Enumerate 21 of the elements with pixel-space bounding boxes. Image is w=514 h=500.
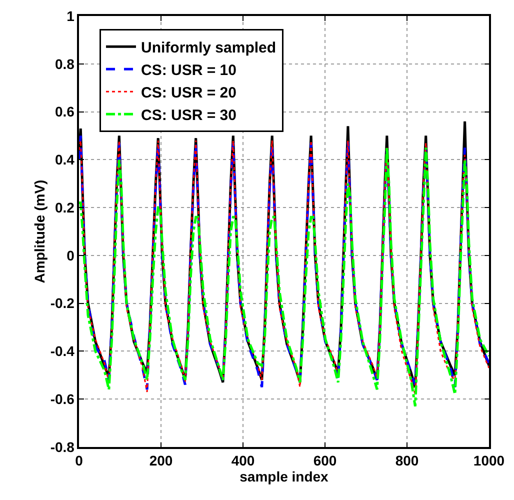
y-tick-label: -0.6 <box>50 391 75 408</box>
y-tick-label: 0.6 <box>54 104 75 120</box>
x-tick-label: 400 <box>231 452 255 469</box>
y-tick-label: 0.2 <box>54 199 75 216</box>
x-tick-label: 800 <box>395 452 419 469</box>
x-axis-title: sample index <box>240 468 329 485</box>
y-tick-label: 0 <box>66 247 75 264</box>
legend-label: CS: USR = 10 <box>141 62 236 80</box>
y-axis-title: Amplitude (mV) <box>31 180 48 284</box>
y-tick-label: 1 <box>66 8 75 24</box>
y-tick-label: 0.8 <box>54 56 75 72</box>
y-tick-label: -0.4 <box>50 343 75 360</box>
x-tick-label: 200 <box>149 452 173 469</box>
x-tick-label: 1000 <box>473 452 505 469</box>
y-tick-label: -0.2 <box>50 295 75 312</box>
y-tick-label: -0.8 <box>50 438 75 455</box>
y-tick-label: 0.4 <box>54 152 75 168</box>
legend-label: CS: USR = 20 <box>141 84 236 102</box>
legend-label: CS: USR = 30 <box>141 107 236 124</box>
x-tick-label: 600 <box>313 452 337 469</box>
legend-label: Uniformly sampled <box>141 40 276 57</box>
